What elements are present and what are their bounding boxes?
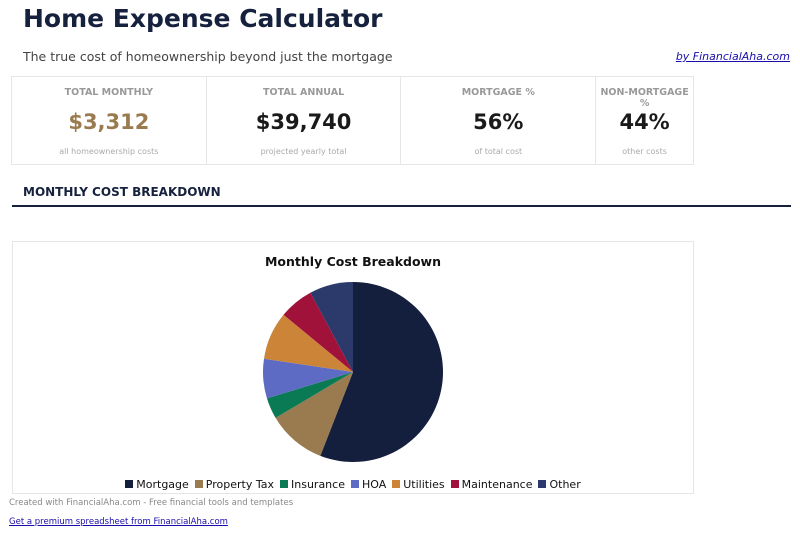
premium-link[interactable]: Get a premium spreadsheet from Financial… bbox=[9, 517, 228, 527]
card-label: NON-MORTGAGE % bbox=[600, 87, 689, 109]
chart-title: Monthly Cost Breakdown bbox=[264, 254, 441, 269]
section-title: MONTHLY COST BREAKDOWN bbox=[23, 185, 221, 199]
card-total-monthly: TOTAL MONTHLY $3,312 all homeownership c… bbox=[12, 77, 207, 164]
legend-label: Maintenance bbox=[461, 478, 533, 491]
legend-label: Insurance bbox=[291, 478, 345, 491]
legend-item[interactable]: Utilities bbox=[392, 478, 445, 491]
pie-slice-other bbox=[310, 282, 353, 372]
legend-swatch bbox=[538, 480, 547, 488]
legend-swatch bbox=[350, 480, 359, 488]
divider bbox=[12, 205, 791, 207]
legend-label: Utilities bbox=[403, 478, 445, 491]
card-value: $3,312 bbox=[68, 110, 150, 134]
card-sub: all homeownership costs bbox=[59, 147, 159, 156]
legend-swatch bbox=[280, 480, 288, 488]
pie-slice-hoa bbox=[263, 358, 353, 399]
card-label: TOTAL ANNUAL bbox=[263, 87, 345, 98]
legend-swatch bbox=[194, 480, 203, 488]
card-value: 44% bbox=[619, 110, 670, 134]
pie-slice-maintenance bbox=[283, 292, 353, 372]
legend-item[interactable]: Mortgage bbox=[125, 478, 189, 491]
legend-swatch bbox=[450, 480, 459, 488]
legend-label: Other bbox=[549, 478, 581, 491]
card-value: 56% bbox=[473, 110, 524, 134]
legend-item[interactable]: HOA bbox=[350, 478, 387, 491]
chart-legend: Mortgage Property Tax Insurance HOA Utilitie… bbox=[13, 478, 693, 491]
pie-chart: Monthly Cost Breakdown Mortgage Property … bbox=[12, 241, 694, 494]
card-non-mortgage-pct: NON-MORTGAGE % 44% other costs bbox=[596, 77, 693, 164]
byline-link[interactable]: by FinancialAha.com bbox=[675, 50, 790, 63]
card-sub: of total cost bbox=[474, 147, 523, 156]
pie-svg bbox=[263, 282, 443, 462]
legend-swatch bbox=[125, 480, 134, 488]
card-total-annual: TOTAL ANNUAL $39,740 projected yearly to… bbox=[207, 77, 402, 164]
legend-item[interactable]: Other bbox=[538, 478, 581, 491]
card-value: $39,740 bbox=[255, 110, 352, 134]
page-subtitle: The true cost of homeownership beyond ju… bbox=[23, 49, 393, 64]
card-sub: other costs bbox=[622, 147, 667, 156]
legend-swatch bbox=[392, 480, 401, 488]
footer-credit: Created with FinancialAha.com - Free fin… bbox=[9, 498, 294, 508]
legend-label: HOA bbox=[361, 478, 387, 491]
pie-slice-property-tax bbox=[275, 372, 353, 456]
legend-item[interactable]: Maintenance bbox=[450, 478, 533, 491]
card-mortgage-pct: MORTGAGE % 56% of total cost bbox=[401, 77, 597, 164]
card-sub: projected yearly total bbox=[260, 147, 347, 156]
page-title: Home Expense Calculator bbox=[23, 4, 383, 33]
legend-item[interactable]: Property Tax bbox=[194, 478, 274, 491]
card-label: MORTGAGE % bbox=[461, 87, 535, 98]
pie-slice-utilities bbox=[263, 314, 353, 372]
legend-label: Property Tax bbox=[205, 478, 274, 491]
pie-slice-insurance bbox=[266, 372, 353, 418]
summary-cards: TOTAL MONTHLY $3,312 all homeownership c… bbox=[11, 76, 694, 165]
legend-label: Mortgage bbox=[136, 478, 189, 491]
card-label: TOTAL MONTHLY bbox=[64, 87, 154, 98]
legend-item[interactable]: Insurance bbox=[280, 478, 345, 491]
pie-slice-mortgage bbox=[320, 282, 443, 462]
